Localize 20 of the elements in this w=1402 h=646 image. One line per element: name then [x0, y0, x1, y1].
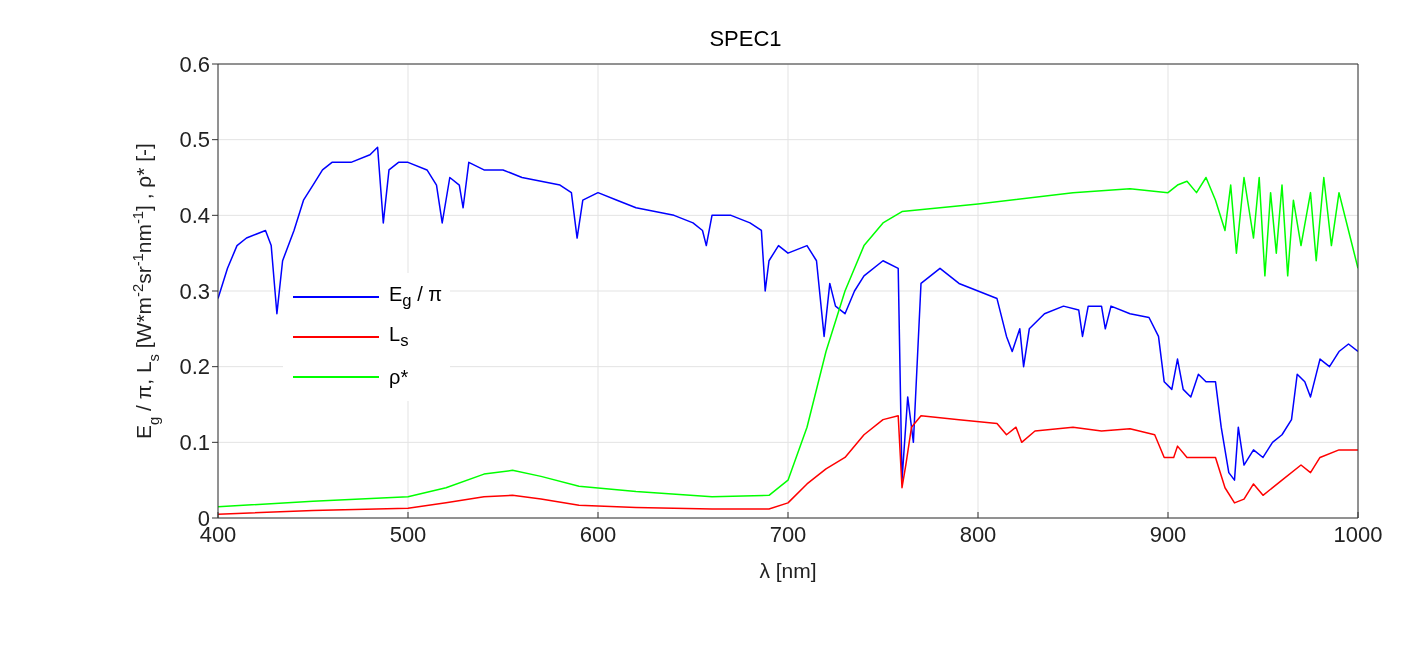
y-tick-label: 0.1 [179, 430, 210, 456]
legend-label: ρ* [389, 365, 409, 389]
legend-label: L$_{s}$ [389, 323, 409, 351]
x-tick-label: 800 [959, 521, 997, 547]
line-series [218, 146, 1358, 481]
x-axis-title: λ [nm] [759, 559, 817, 582]
chart-title: SPEC1 [708, 26, 783, 52]
y-tick-label: 0.3 [179, 278, 210, 304]
y-tick-label: 0.4 [179, 203, 210, 229]
line-series [218, 176, 1358, 508]
y-tick-label: 0.2 [179, 354, 210, 380]
x-tick-label: 1000 [1333, 521, 1383, 547]
y-tick-label: 0.6 [179, 51, 210, 77]
x-tick-label: 700 [769, 521, 807, 547]
x-tick-label: 900 [1149, 521, 1187, 547]
y-tick-label: 0.5 [179, 127, 210, 153]
x-tick-label: 600 [579, 521, 617, 547]
legend-label: E$_{g}$ / π [389, 283, 443, 311]
x-tick-label: 500 [389, 521, 427, 547]
line-series [218, 415, 1358, 515]
